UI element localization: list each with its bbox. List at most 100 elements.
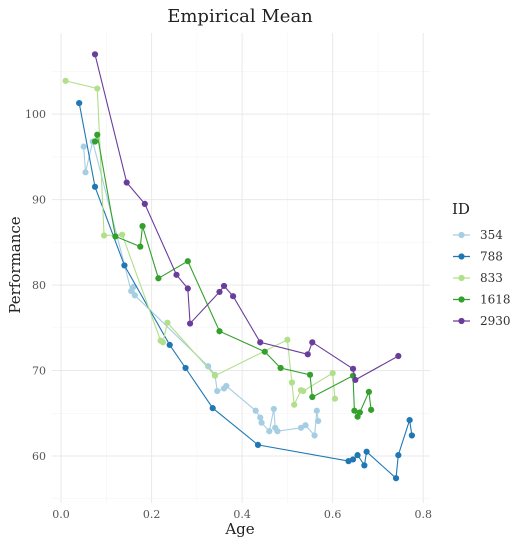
data-point-354 xyxy=(270,405,277,413)
data-point-2930 xyxy=(229,293,237,300)
data-point-2930 xyxy=(349,365,357,372)
legend-key-point xyxy=(458,231,465,239)
legend-key-point xyxy=(458,274,465,282)
y-tick-label: 90 xyxy=(32,194,46,207)
data-point-833 xyxy=(211,372,219,379)
grid xyxy=(52,33,430,503)
data-point-2930 xyxy=(395,352,402,360)
data-point-1618 xyxy=(216,328,223,335)
legend-item-833: 833 xyxy=(453,271,503,285)
data-point-833 xyxy=(164,319,171,326)
data-point-833 xyxy=(300,387,307,395)
legend-item-788: 788 xyxy=(453,250,503,264)
data-point-788 xyxy=(395,452,402,459)
data-point-354 xyxy=(80,143,87,150)
series-2930 xyxy=(91,51,402,384)
data-point-833 xyxy=(288,379,296,386)
data-point-833 xyxy=(94,85,101,92)
legend: ID 354 788 833 1618 2930 xyxy=(452,200,511,328)
data-point-788 xyxy=(91,183,99,190)
data-point-1618 xyxy=(112,233,119,240)
legend-label: 788 xyxy=(480,250,503,264)
data-point-788 xyxy=(392,475,400,482)
data-point-2930 xyxy=(173,271,180,278)
data-point-833 xyxy=(331,395,339,402)
data-point-2930 xyxy=(304,351,311,358)
data-point-833 xyxy=(284,336,291,343)
data-point-354 xyxy=(266,428,273,435)
legend-key-point xyxy=(458,253,465,260)
data-point-833 xyxy=(62,77,69,84)
data-point-354 xyxy=(131,292,138,299)
data-point-1618 xyxy=(368,406,375,413)
data-point-788 xyxy=(349,456,357,463)
legend-label: 833 xyxy=(480,271,503,285)
series-354 xyxy=(80,138,322,439)
data-point-788 xyxy=(254,441,262,448)
data-point-354 xyxy=(274,428,281,435)
data-point-2930 xyxy=(216,288,223,296)
data-point-2930 xyxy=(309,339,316,346)
data-point-2930 xyxy=(141,200,148,208)
data-point-354 xyxy=(258,419,265,426)
data-point-788 xyxy=(408,432,415,439)
data-point-1618 xyxy=(184,258,191,265)
legend-key-point xyxy=(458,296,465,303)
data-point-1618 xyxy=(137,243,144,250)
data-point-2930 xyxy=(186,320,194,327)
series-line-833 xyxy=(65,80,336,407)
legend-key-point xyxy=(458,317,465,325)
data-point-354 xyxy=(297,424,305,431)
data-point-833 xyxy=(291,401,298,408)
data-point-2930 xyxy=(91,51,99,58)
y-tick-label: 60 xyxy=(32,450,46,463)
data-point-2930 xyxy=(352,376,359,384)
chart-title: Empirical Mean xyxy=(167,6,313,27)
data-point-2930 xyxy=(220,282,228,290)
data-point-354 xyxy=(82,169,89,176)
legend-item-354: 354 xyxy=(453,228,503,242)
legend-item-2930: 2930 xyxy=(453,314,511,328)
data-point-788 xyxy=(354,452,361,459)
data-point-1618 xyxy=(261,348,268,355)
series-833 xyxy=(62,77,339,408)
y-axis-label: Performance xyxy=(6,216,24,313)
data-point-354 xyxy=(252,407,259,414)
data-point-1618 xyxy=(351,407,358,414)
x-tick-label: 0.2 xyxy=(143,508,161,521)
data-point-2930 xyxy=(123,179,130,186)
data-point-354 xyxy=(302,422,309,429)
x-tick-label: 0.6 xyxy=(324,508,342,521)
data-point-833 xyxy=(100,232,108,239)
axes: 0.0 0.2 0.4 0.6 0.8 60 70 80 90 100 xyxy=(25,108,432,521)
data-point-1618 xyxy=(306,371,314,378)
data-point-354 xyxy=(257,414,264,421)
data-point-2930 xyxy=(257,339,264,346)
legend-label: 2930 xyxy=(480,314,511,328)
y-tick-label: 100 xyxy=(25,108,46,121)
x-axis-label: Age xyxy=(224,520,254,538)
data-point-2930 xyxy=(184,285,191,292)
series-788 xyxy=(76,99,415,482)
data-point-354 xyxy=(311,432,318,439)
data-point-833 xyxy=(119,231,126,238)
data-point-354 xyxy=(130,283,137,290)
data-point-1618 xyxy=(356,409,363,416)
series-line-2930 xyxy=(94,54,399,381)
data-point-833 xyxy=(159,339,167,346)
data-point-1618 xyxy=(91,138,99,145)
legend-item-1618: 1618 xyxy=(453,293,511,307)
x-tick-label: 0.8 xyxy=(414,508,432,521)
series-1618 xyxy=(91,131,375,420)
legend-label: 354 xyxy=(480,228,503,242)
data-point-1618 xyxy=(139,223,146,230)
data-point-1618 xyxy=(365,388,372,396)
data-point-354 xyxy=(313,407,320,414)
data-point-788 xyxy=(76,99,83,107)
data-point-788 xyxy=(361,462,368,469)
data-point-833 xyxy=(329,370,336,377)
data-point-354 xyxy=(205,363,212,370)
x-tick-label: 0.4 xyxy=(233,508,251,521)
data-point-788 xyxy=(166,341,173,349)
